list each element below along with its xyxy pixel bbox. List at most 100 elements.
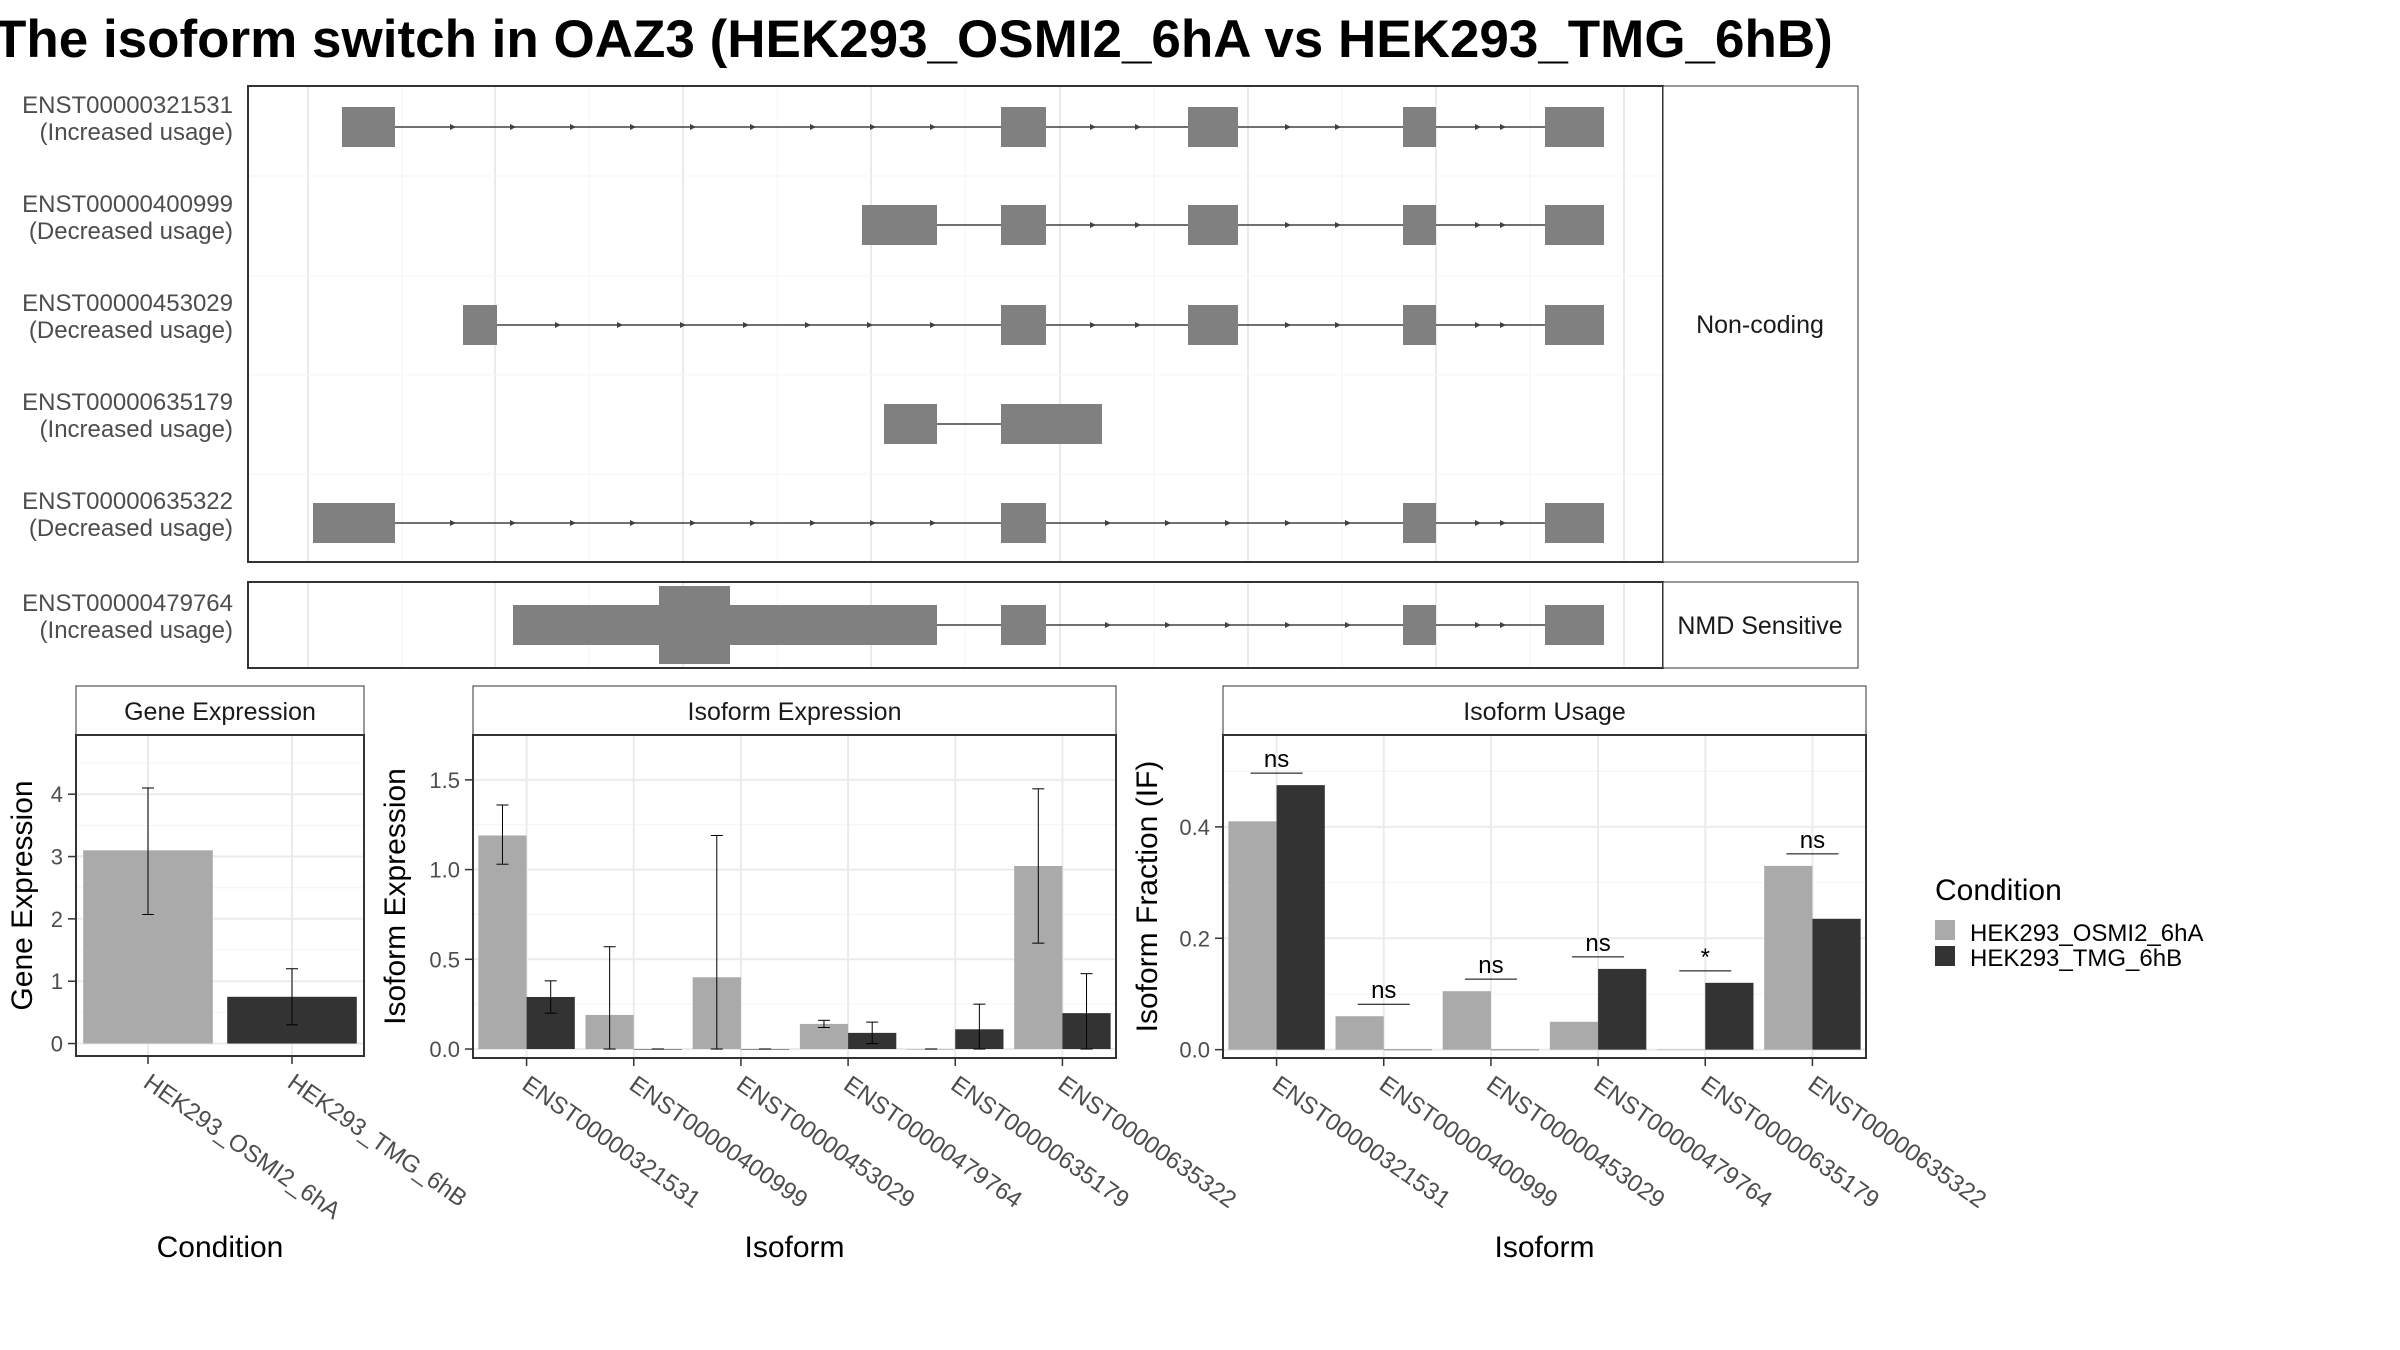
exon-block bbox=[1001, 503, 1046, 543]
gs2-transcript-labels: ENST00000479764(Increased usage) bbox=[22, 590, 233, 644]
transcript-usage-label: (Decreased usage) bbox=[29, 515, 233, 542]
exon-block bbox=[1403, 605, 1436, 645]
direction-arrow bbox=[870, 520, 876, 526]
panel-strip bbox=[75, 685, 365, 736]
direction-arrow bbox=[1135, 322, 1141, 328]
gene-structure-panel-noncoding: Non-coding ENST00000321531(Increased usa… bbox=[22, 85, 1859, 563]
exon-block bbox=[463, 305, 497, 345]
data-bar bbox=[1549, 1021, 1599, 1050]
significance-label: ns bbox=[1478, 952, 1503, 979]
direction-arrow bbox=[570, 124, 576, 130]
gs1-strip-label: Non-coding bbox=[1696, 311, 1824, 339]
direction-arrow bbox=[630, 124, 636, 130]
direction-arrow bbox=[1345, 622, 1351, 628]
y-tick-label: 0.5 bbox=[429, 947, 460, 972]
data-bar bbox=[1657, 1049, 1706, 1051]
direction-arrow bbox=[1500, 622, 1506, 628]
data-bar bbox=[799, 1023, 849, 1050]
x-tick-label: ENST00000400999 bbox=[1374, 1071, 1562, 1214]
x-axis-title: Isoform bbox=[1494, 1231, 1594, 1264]
x-tick-label: ENST00000635179 bbox=[946, 1071, 1134, 1214]
condition-legend: Condition HEK293_OSMI2_6hA HEK293_TMG_6h… bbox=[1935, 874, 2203, 972]
direction-arrow bbox=[680, 322, 686, 328]
exon-block bbox=[1001, 305, 1046, 345]
y-axis-title: Isoform Expression bbox=[379, 768, 412, 1025]
data-bar bbox=[1442, 991, 1491, 1050]
panel-border bbox=[1222, 734, 1867, 1059]
direction-arrow bbox=[1165, 520, 1171, 526]
data-bar bbox=[1490, 1049, 1540, 1051]
x-tick-label: ENST00000635179 bbox=[1696, 1071, 1884, 1214]
x-tick-label: ENST00000400999 bbox=[624, 1071, 812, 1214]
exon-block bbox=[1188, 107, 1238, 147]
direction-arrow bbox=[1345, 520, 1351, 526]
direction-arrow bbox=[617, 322, 623, 328]
direction-arrow bbox=[1285, 622, 1291, 628]
direction-arrow bbox=[810, 124, 816, 130]
y-tick-label: 1.5 bbox=[429, 768, 460, 793]
direction-arrow bbox=[743, 322, 749, 328]
transcript-id-label: ENST00000453029 bbox=[22, 290, 233, 317]
exon-block bbox=[1545, 305, 1604, 345]
x-tick-label: ENST00000453029 bbox=[1481, 1071, 1669, 1214]
exon-block bbox=[1403, 305, 1436, 345]
direction-arrow bbox=[1225, 622, 1231, 628]
transcript-usage-label: (Increased usage) bbox=[40, 617, 233, 644]
legend-swatch-cond-b bbox=[1935, 946, 1955, 966]
direction-arrow bbox=[1090, 222, 1096, 228]
figure-title: The isoform switch in OAZ3 (HEK293_OSMI2… bbox=[0, 10, 1833, 69]
direction-arrow bbox=[1475, 124, 1481, 130]
direction-arrow bbox=[810, 520, 816, 526]
exon-block bbox=[1545, 107, 1604, 147]
y-tick-label: 2 bbox=[51, 907, 63, 932]
panel-border bbox=[472, 734, 1117, 1059]
direction-arrow bbox=[1135, 222, 1141, 228]
direction-arrow bbox=[1135, 124, 1141, 130]
direction-arrow bbox=[1335, 222, 1341, 228]
panel-strip-label: Gene Expression bbox=[124, 698, 316, 726]
direction-arrow bbox=[510, 124, 516, 130]
exon-block bbox=[1545, 205, 1604, 245]
transcript-id-label: ENST00000321531 bbox=[22, 92, 233, 119]
data-bar bbox=[1228, 821, 1277, 1050]
direction-arrow bbox=[867, 322, 873, 328]
y-tick-label: 0.0 bbox=[1179, 1038, 1210, 1063]
gs1-transcripts bbox=[313, 107, 1604, 543]
direction-arrow bbox=[750, 520, 756, 526]
legend-swatch-cond-a bbox=[1935, 920, 1955, 940]
y-tick-label: 0.4 bbox=[1179, 815, 1210, 840]
direction-arrow bbox=[805, 322, 811, 328]
transcript-id-label: ENST00000635179 bbox=[22, 389, 233, 416]
direction-arrow bbox=[690, 124, 696, 130]
direction-arrow bbox=[1090, 322, 1096, 328]
direction-arrow bbox=[750, 124, 756, 130]
gs1-transcript-labels: ENST00000321531(Increased usage)ENST0000… bbox=[22, 92, 233, 542]
x-tick-label: ENST00000453029 bbox=[731, 1071, 919, 1214]
transcript-usage-label: (Decreased usage) bbox=[29, 317, 233, 344]
direction-arrow bbox=[570, 520, 576, 526]
exon-block bbox=[1403, 107, 1436, 147]
exon-block bbox=[1001, 404, 1102, 444]
exon-block bbox=[1001, 107, 1046, 147]
x-axis-title: Isoform bbox=[744, 1231, 844, 1264]
direction-arrow bbox=[1285, 124, 1291, 130]
gs2-strip-label: NMD Sensitive bbox=[1677, 612, 1842, 640]
direction-arrow bbox=[930, 322, 936, 328]
exon-block bbox=[1188, 305, 1238, 345]
y-tick-label: 1 bbox=[51, 969, 63, 994]
direction-arrow bbox=[450, 520, 456, 526]
x-tick-label: ENST00000635322 bbox=[1803, 1071, 1991, 1214]
exon-block bbox=[313, 503, 395, 543]
transcript-usage-label: (Decreased usage) bbox=[29, 218, 233, 245]
legend-label-cond-a: HEK293_OSMI2_6hA bbox=[1970, 920, 2203, 947]
exon-block bbox=[1403, 205, 1436, 245]
gs1-strip bbox=[1662, 85, 1859, 563]
panel-strip-label: Isoform Expression bbox=[688, 698, 902, 726]
significance-label: ns bbox=[1800, 827, 1825, 854]
direction-arrow bbox=[1285, 222, 1291, 228]
exon-block bbox=[1545, 503, 1604, 543]
direction-arrow bbox=[1475, 222, 1481, 228]
legend-label-cond-b: HEK293_TMG_6hB bbox=[1970, 945, 2182, 972]
direction-arrow bbox=[1285, 322, 1291, 328]
panel-border bbox=[75, 734, 365, 1057]
